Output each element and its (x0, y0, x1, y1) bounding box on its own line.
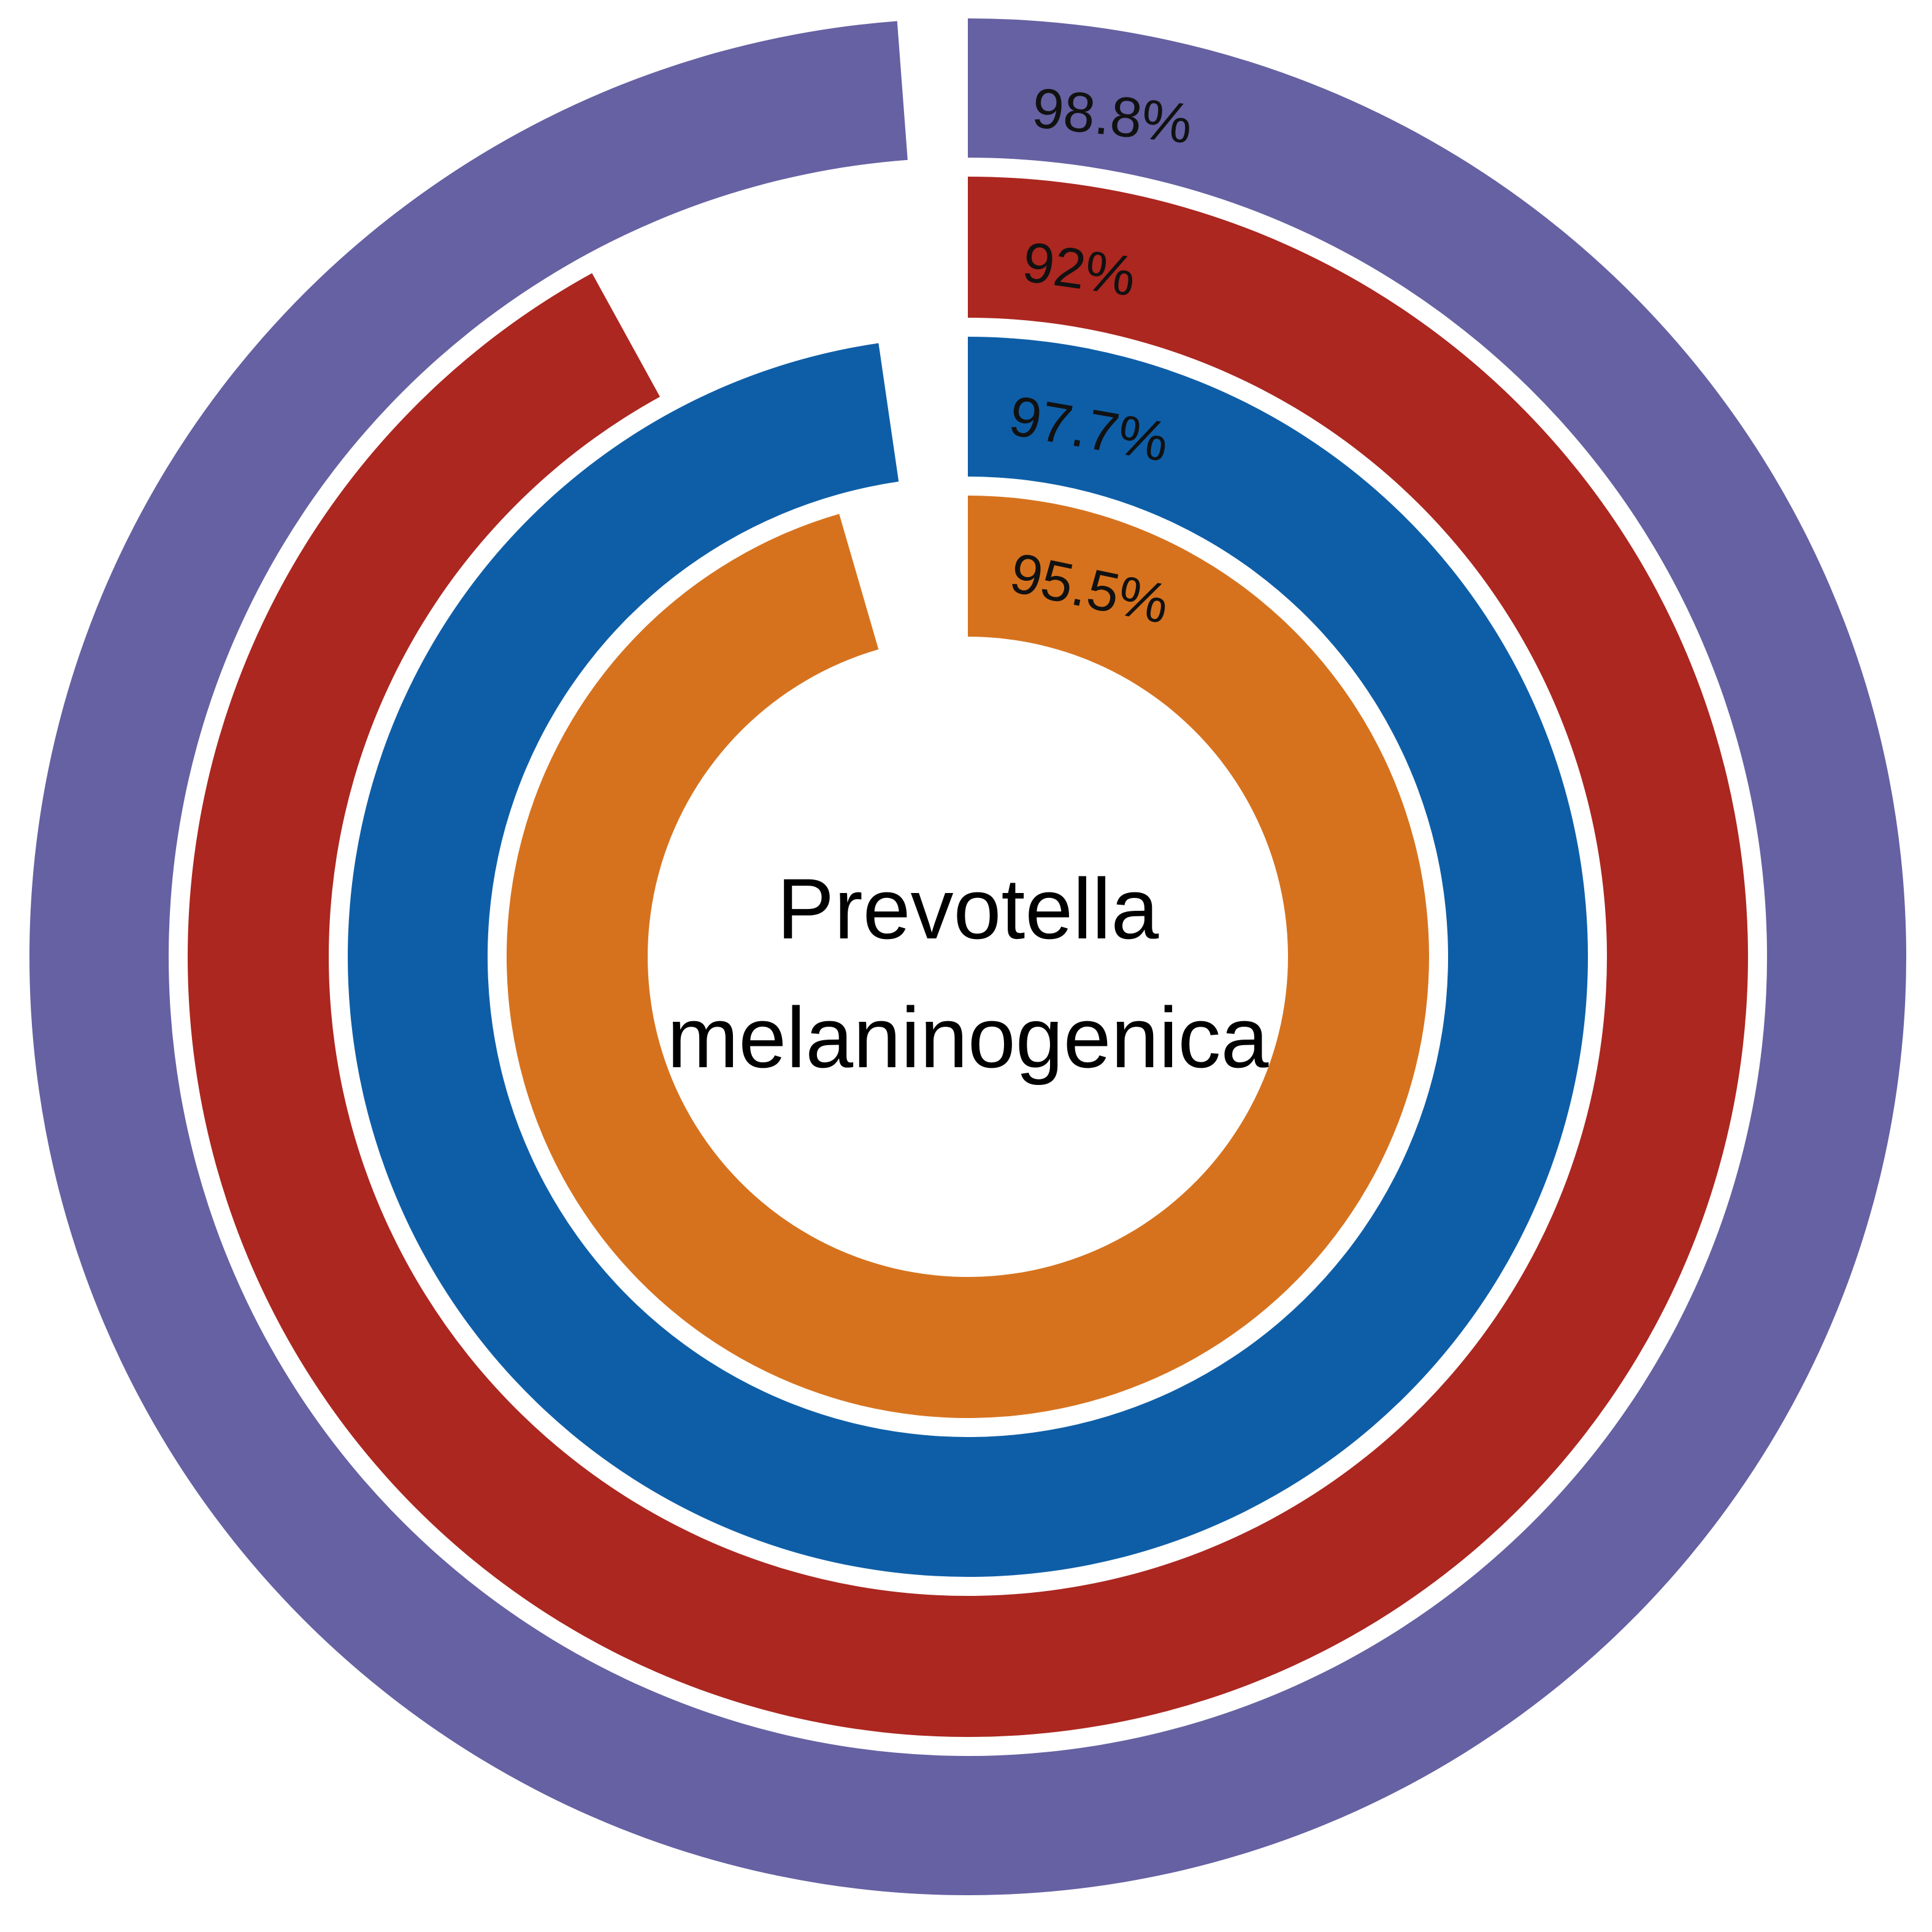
rings-group (29, 18, 1907, 1895)
ring-label-2: 92% (1019, 231, 1140, 309)
center-label-line-2: melaninogenica (667, 989, 1269, 1086)
center-label-line-1: Prevotella (777, 861, 1159, 957)
ring-bar-4 (507, 496, 1430, 1419)
